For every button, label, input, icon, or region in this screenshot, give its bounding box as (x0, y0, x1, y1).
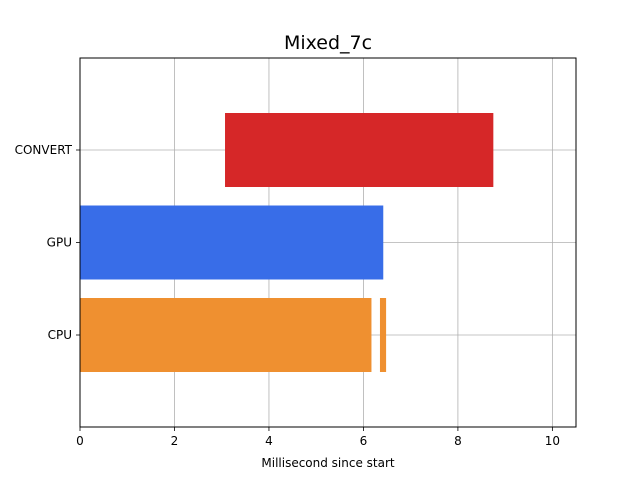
y-tick-label: GPU (47, 236, 72, 250)
bar-gpu (80, 205, 384, 280)
bar-convert (225, 113, 494, 187)
chart-title: Mixed_7c (284, 32, 372, 54)
x-tick-label: 6 (360, 434, 368, 448)
x-tick-label: 8 (454, 434, 462, 448)
x-tick-label: 0 (76, 434, 84, 448)
y-tick-label: CONVERT (15, 143, 73, 157)
x-axis-label: Millisecond since start (261, 456, 395, 470)
x-tick-label: 4 (265, 434, 273, 448)
bars-layer (80, 113, 494, 372)
x-tick-label: 10 (545, 434, 560, 448)
bar-cpu (379, 298, 387, 372)
x-tick-label: 2 (171, 434, 179, 448)
ticks-layer: 0 2 4 6 8 10 CPU GPU CONVERT (15, 143, 560, 448)
bar-cpu (80, 298, 372, 372)
y-tick-label: CPU (48, 328, 72, 342)
